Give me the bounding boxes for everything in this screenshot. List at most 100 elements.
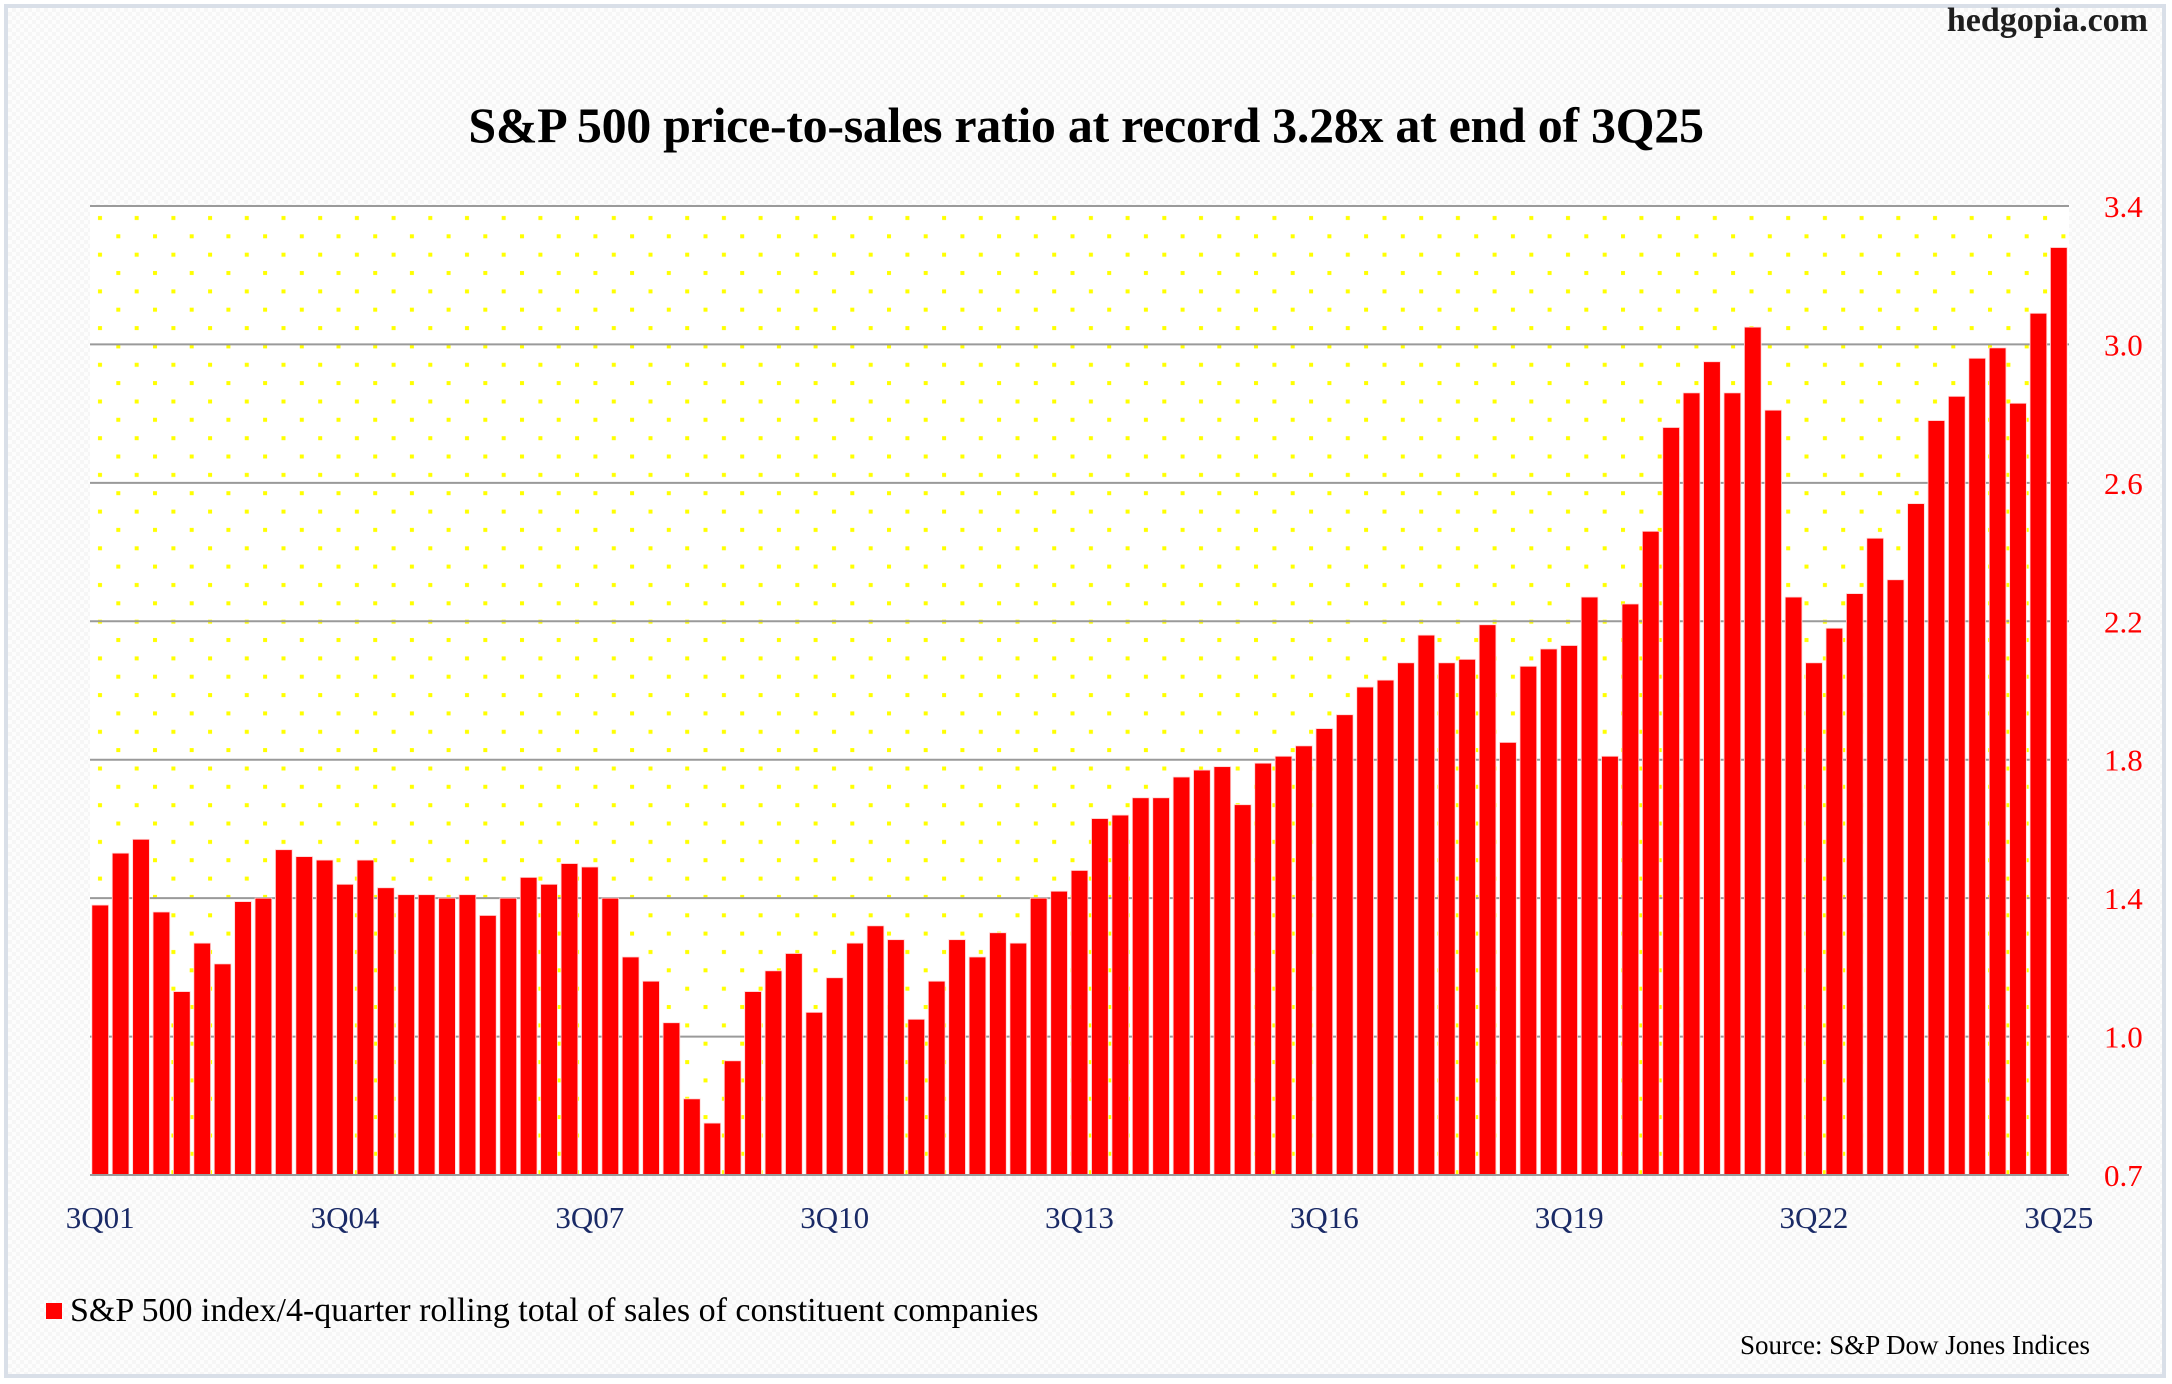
bar-1Q21 — [1682, 392, 1701, 1176]
bar-1Q10 — [785, 953, 803, 1176]
y-tick-label: 0.7 — [2104, 1158, 2143, 1193]
bar-4Q24 — [1988, 347, 2007, 1176]
bar-1Q25 — [2009, 402, 2027, 1176]
bar-1Q16 — [1274, 755, 1293, 1176]
bar-1Q11 — [866, 925, 885, 1176]
bar-4Q12 — [1009, 942, 1028, 1176]
bar-3Q24 — [1968, 357, 1986, 1176]
bar-1Q17 — [1356, 686, 1374, 1176]
bar-2Q24 — [1948, 395, 1966, 1176]
bar-1Q15 — [1193, 769, 1211, 1176]
bar-1Q18 — [1437, 662, 1456, 1176]
bar-3Q17 — [1397, 662, 1415, 1176]
bar-1Q06 — [458, 894, 477, 1176]
chart-title: S&P 500 price-to-sales ratio at record 3… — [468, 97, 1704, 153]
bar-3Q15 — [1233, 804, 1252, 1176]
bar-1Q02 — [132, 838, 150, 1176]
bar-3Q12 — [989, 932, 1007, 1176]
x-tick-label: 3Q13 — [1045, 1200, 1114, 1235]
bar-4Q19 — [1580, 596, 1599, 1176]
bar-4Q13 — [1091, 818, 1109, 1176]
y-tick-label: 1.4 — [2104, 881, 2143, 916]
bar-3Q02 — [173, 991, 191, 1176]
bar-2Q14 — [1131, 797, 1150, 1176]
bar-3Q07 — [581, 866, 599, 1176]
bar-3Q11 — [907, 1018, 926, 1176]
bar-3Q23 — [1886, 579, 1905, 1176]
bar-2Q23 — [1866, 537, 1884, 1176]
bar-2Q09 — [723, 1060, 742, 1176]
bar-1Q22 — [1764, 409, 1782, 1176]
bar-3Q20 — [1641, 530, 1660, 1176]
bar-1Q09 — [703, 1122, 722, 1176]
bar-4Q15 — [1254, 762, 1272, 1176]
bar-2Q03 — [234, 901, 252, 1176]
x-tick-label: 3Q10 — [800, 1200, 869, 1235]
bar-4Q09 — [764, 970, 783, 1176]
bar-2Q21 — [1703, 361, 1721, 1176]
x-tick-label: 3Q07 — [555, 1200, 624, 1235]
bar-1Q20 — [1601, 755, 1619, 1176]
y-tick-label: 2.2 — [2104, 604, 2143, 639]
bar-2Q02 — [152, 911, 171, 1176]
bar-3Q09 — [744, 991, 762, 1176]
bar-4Q03 — [275, 849, 293, 1176]
bar-3Q01 — [91, 904, 109, 1176]
bar-4Q08 — [683, 1098, 701, 1176]
bar-4Q18 — [1499, 742, 1517, 1176]
bar-3Q21 — [1723, 392, 1742, 1176]
legend-label: S&P 500 index/4-quarter rolling total of… — [70, 1292, 1039, 1329]
bar-3Q16 — [1315, 728, 1334, 1176]
bar-4Q05 — [438, 897, 456, 1176]
legend: S&P 500 index/4-quarter rolling total of… — [46, 1292, 1039, 1330]
bar-2Q25 — [2029, 312, 2048, 1176]
bar-2Q13 — [1050, 890, 1068, 1176]
bar-3Q19 — [1560, 645, 1578, 1176]
bar-4Q23 — [1907, 503, 1925, 1176]
bar-2Q22 — [1784, 596, 1803, 1176]
bar-4Q02 — [193, 942, 211, 1176]
bar-2Q16 — [1295, 745, 1313, 1176]
bar-2Q05 — [397, 894, 415, 1176]
bar-1Q04 — [295, 856, 313, 1176]
bar-2Q18 — [1458, 658, 1476, 1176]
y-axis-ticks: 0.7 1.0 1.4 1.8 2.2 2.6 3.0 3.4 — [2104, 189, 2143, 1193]
bar-3Q14 — [1152, 797, 1170, 1176]
y-tick-label: 2.6 — [2104, 466, 2143, 501]
x-tick-label: 3Q19 — [1535, 1200, 1604, 1235]
bar-2Q04 — [315, 859, 334, 1176]
bar-2Q20 — [1621, 603, 1640, 1176]
bar-4Q06 — [519, 876, 538, 1176]
x-axis-ticks: 3Q01 3Q04 3Q07 3Q10 3Q13 3Q16 3Q19 3Q22 3Q25 — [66, 1200, 2093, 1235]
bar-4Q01 — [111, 852, 130, 1176]
x-tick-label: 3Q25 — [2024, 1200, 2093, 1235]
bar-3Q06 — [499, 897, 518, 1176]
watermark: hedgopia.com — [1946, 2, 2148, 39]
bar-1Q24 — [1927, 420, 1946, 1176]
bar-4Q04 — [356, 859, 375, 1176]
bar-2Q11 — [887, 939, 905, 1176]
bar-1Q05 — [377, 887, 395, 1176]
bar-2Q10 — [805, 1011, 824, 1176]
x-tick-label: 3Q16 — [1290, 1200, 1359, 1235]
bar-1Q07 — [540, 883, 558, 1176]
bar-3Q25 — [2050, 247, 2068, 1176]
bar-1Q08 — [621, 956, 640, 1176]
bar-3Q03 — [254, 897, 273, 1176]
bar-4Q22 — [1825, 627, 1844, 1176]
bars — [91, 247, 2068, 1176]
bar-1Q13 — [1029, 897, 1048, 1176]
bar-3Q18 — [1478, 624, 1497, 1176]
bar-4Q16 — [1335, 714, 1354, 1176]
bar-1Q14 — [1111, 814, 1130, 1176]
bar-3Q10 — [825, 977, 844, 1176]
y-tick-label: 3.4 — [2104, 189, 2143, 224]
y-tick-label: 1.0 — [2104, 1020, 2143, 1055]
bar-2Q17 — [1376, 679, 1395, 1176]
bar-4Q21 — [1744, 326, 1762, 1176]
bar-3Q13 — [1070, 870, 1089, 1176]
bar-3Q05 — [417, 894, 436, 1176]
bar-2Q08 — [642, 980, 660, 1176]
bar-2Q06 — [479, 915, 497, 1176]
